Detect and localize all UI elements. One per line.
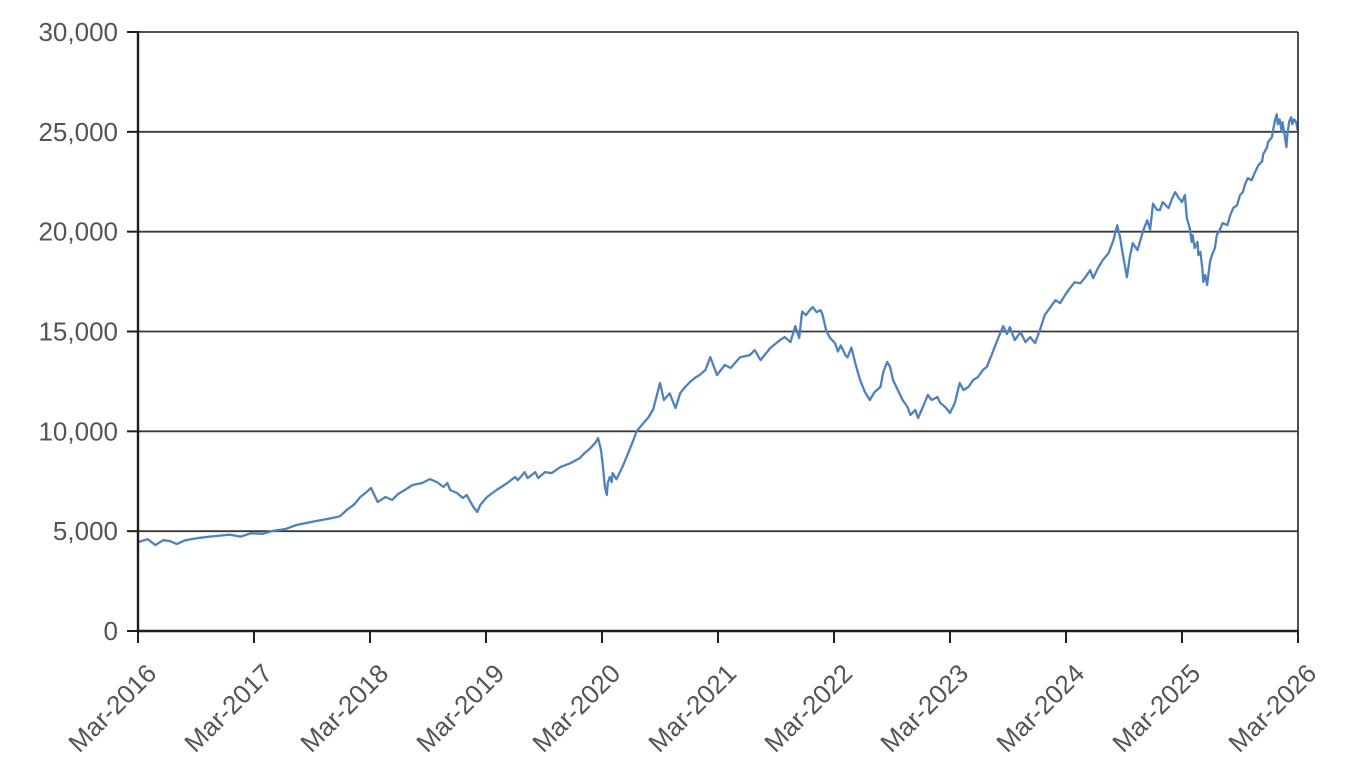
- y-tick-label: 25,000: [38, 117, 118, 147]
- y-tick-label: 30,000: [38, 17, 118, 47]
- y-tick-label: 0: [104, 616, 118, 646]
- y-tick-label: 20,000: [38, 217, 118, 247]
- series-line: [136, 113, 1300, 547]
- y-tick-label: 15,000: [38, 317, 118, 347]
- y-axis-ticks-group: [127, 31, 138, 632]
- x-axis-ticks-group: [137, 631, 1299, 643]
- y-axis-labels-group: 0 5,000 10,000 15,000 20,000 25,000 30,000: [38, 17, 118, 646]
- gridlines-group: [138, 31, 1298, 533]
- y-tick-label: 5,000: [53, 516, 118, 546]
- y-tick-label: 10,000: [38, 416, 118, 446]
